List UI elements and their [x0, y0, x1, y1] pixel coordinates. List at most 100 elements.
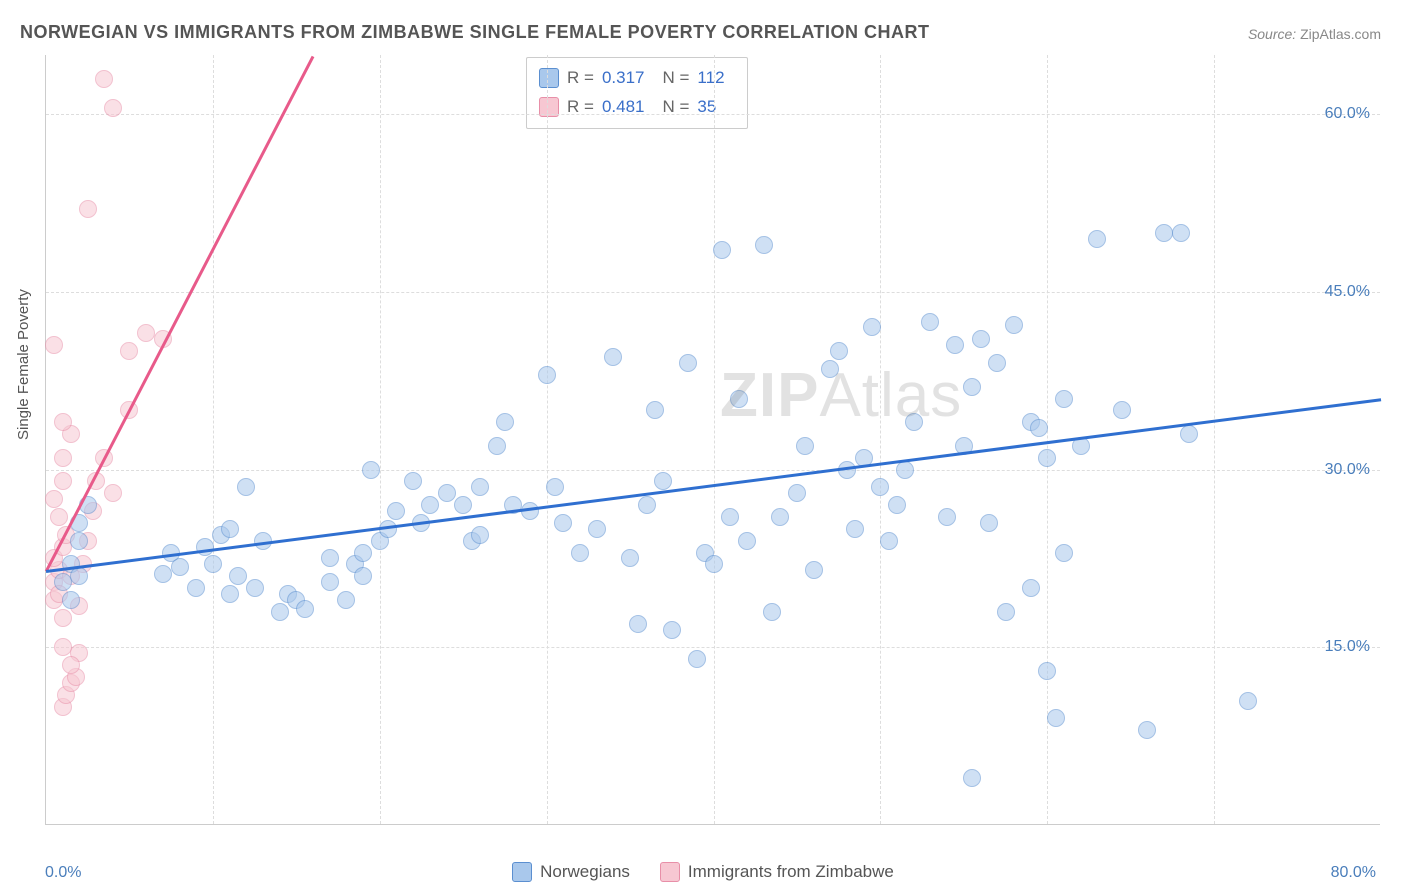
r-value-pink: 0.481 — [602, 93, 645, 122]
data-point — [1022, 579, 1040, 597]
legend-item-blue: Norwegians — [512, 862, 630, 882]
data-point — [337, 591, 355, 609]
data-point — [846, 520, 864, 538]
data-point — [1113, 401, 1131, 419]
data-point — [980, 514, 998, 532]
data-point — [1047, 709, 1065, 727]
r-label: R = — [567, 64, 594, 93]
data-point — [496, 413, 514, 431]
data-point — [588, 520, 606, 538]
y-tick-label: 60.0% — [1325, 105, 1370, 123]
data-point — [763, 603, 781, 621]
data-point — [705, 555, 723, 573]
data-point — [538, 366, 556, 384]
data-point — [988, 354, 1006, 372]
n-label: N = — [662, 64, 689, 93]
data-point — [79, 200, 97, 218]
legend-label-blue: Norwegians — [540, 862, 630, 882]
data-point — [880, 532, 898, 550]
data-point — [221, 520, 239, 538]
n-label: N = — [662, 93, 689, 122]
data-point — [997, 603, 1015, 621]
y-tick-label: 45.0% — [1325, 283, 1370, 301]
data-point — [1038, 662, 1056, 680]
stats-row-pink: R = 0.481 N = 35 — [539, 93, 735, 122]
data-point — [54, 449, 72, 467]
data-point — [821, 360, 839, 378]
data-point — [905, 413, 923, 431]
data-point — [154, 565, 172, 583]
data-point — [321, 549, 339, 567]
data-point — [104, 484, 122, 502]
data-point — [938, 508, 956, 526]
gridline-v — [213, 55, 214, 824]
r-value-blue: 0.317 — [602, 64, 645, 93]
data-point — [1038, 449, 1056, 467]
source-label: Source: — [1248, 26, 1296, 42]
data-point — [321, 573, 339, 591]
data-point — [1088, 230, 1106, 248]
data-point — [1055, 544, 1073, 562]
data-point — [963, 378, 981, 396]
data-point — [921, 313, 939, 331]
gridline-v — [1214, 55, 1215, 824]
data-point — [654, 472, 672, 490]
legend-item-pink: Immigrants from Zimbabwe — [660, 862, 894, 882]
data-point — [45, 490, 63, 508]
data-point — [421, 496, 439, 514]
data-point — [362, 461, 380, 479]
data-point — [229, 567, 247, 585]
data-point — [45, 336, 63, 354]
data-point — [54, 573, 72, 591]
data-point — [896, 461, 914, 479]
data-point — [204, 555, 222, 573]
data-point — [137, 324, 155, 342]
data-point — [120, 342, 138, 360]
stats-row-blue: R = 0.317 N = 112 — [539, 64, 735, 93]
gridline-v — [714, 55, 715, 824]
data-point — [863, 318, 881, 336]
data-point — [62, 591, 80, 609]
data-point — [62, 656, 80, 674]
data-point — [95, 70, 113, 88]
data-point — [730, 390, 748, 408]
data-point — [721, 508, 739, 526]
data-point — [972, 330, 990, 348]
data-point — [1172, 224, 1190, 242]
y-tick-label: 15.0% — [1325, 638, 1370, 656]
data-point — [805, 561, 823, 579]
data-point — [488, 437, 506, 455]
swatch-pink-icon — [660, 862, 680, 882]
data-point — [54, 638, 72, 656]
data-point — [554, 514, 572, 532]
data-point — [796, 437, 814, 455]
data-point — [50, 508, 68, 526]
y-axis-label: Single Female Poverty — [15, 289, 32, 440]
data-point — [237, 478, 255, 496]
data-point — [888, 496, 906, 514]
data-point — [296, 600, 314, 618]
data-point — [1005, 316, 1023, 334]
data-point — [271, 603, 289, 621]
data-point — [604, 348, 622, 366]
data-point — [1055, 390, 1073, 408]
r-label: R = — [567, 93, 594, 122]
data-point — [221, 585, 239, 603]
data-point — [171, 558, 189, 576]
data-point — [246, 579, 264, 597]
data-point — [1180, 425, 1198, 443]
data-point — [70, 532, 88, 550]
gridline-v — [380, 55, 381, 824]
data-point — [713, 241, 731, 259]
data-point — [546, 478, 564, 496]
data-point — [1239, 692, 1257, 710]
trend-line-pink — [45, 56, 314, 572]
gridline-v — [547, 55, 548, 824]
gridline-v — [1047, 55, 1048, 824]
data-point — [871, 478, 889, 496]
legend-label-pink: Immigrants from Zimbabwe — [688, 862, 894, 882]
series-legend: Norwegians Immigrants from Zimbabwe — [0, 862, 1406, 882]
data-point — [688, 650, 706, 668]
data-point — [70, 567, 88, 585]
data-point — [1155, 224, 1173, 242]
